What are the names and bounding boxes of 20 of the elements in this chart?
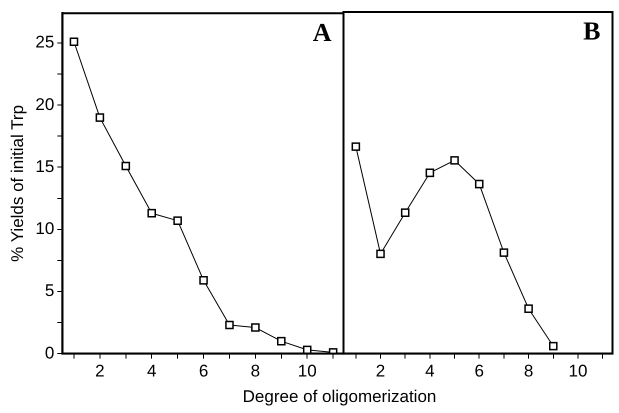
x-tick-label: 6 bbox=[198, 361, 208, 380]
annotation: B bbox=[583, 16, 600, 46]
y-tick-label: 10 bbox=[35, 219, 54, 238]
x-tick-label: 4 bbox=[425, 361, 435, 380]
x-axis-title: Degree of oligomerization bbox=[242, 387, 438, 407]
y-tick-label: 25 bbox=[35, 32, 54, 52]
y-tick-label: 20 bbox=[35, 94, 54, 114]
x-tick-label: 2 bbox=[95, 361, 105, 380]
x-tick-label: 8 bbox=[524, 361, 534, 380]
x-tick-label: 8 bbox=[250, 361, 260, 380]
x-tick-label: 6 bbox=[474, 361, 484, 380]
y-tick-label: 5 bbox=[44, 281, 54, 300]
x-tick-label: 4 bbox=[146, 361, 156, 380]
y-tick-label: 15 bbox=[35, 156, 54, 176]
x-tick-label: 10 bbox=[298, 361, 317, 380]
annotation: A bbox=[312, 18, 332, 47]
x-tick-label: 10 bbox=[568, 361, 588, 380]
y-tick-label: 0 bbox=[44, 343, 54, 362]
y-axis-title: % Yields of initial Trp bbox=[8, 104, 27, 262]
x-tick-label: 2 bbox=[376, 361, 386, 380]
